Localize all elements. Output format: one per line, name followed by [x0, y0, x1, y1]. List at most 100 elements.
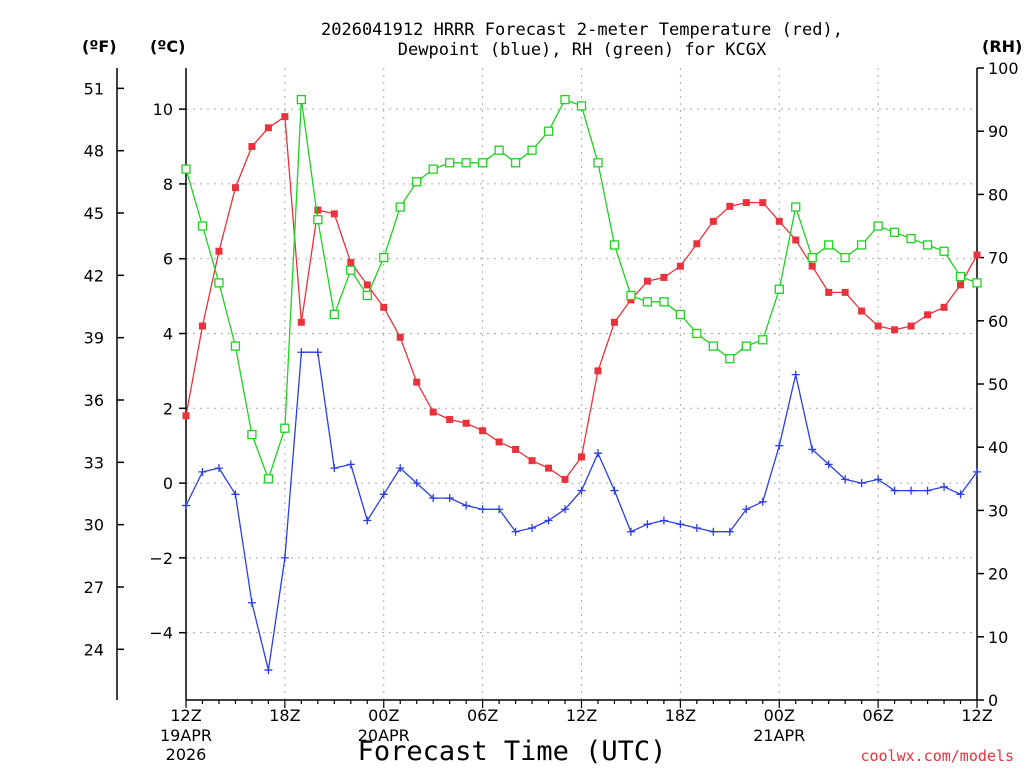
c-tick-label--2: −2 [149, 549, 173, 568]
dewpoint-point-4 [247, 598, 256, 607]
temperature-point-13 [396, 333, 404, 341]
temperature-point-45 [924, 311, 932, 319]
temperature-point-33 [726, 202, 734, 210]
dewpoint-point-29 [659, 516, 668, 525]
temperature-point-4 [248, 143, 256, 151]
relative-humidity-point-4 [247, 429, 257, 440]
temperature-point-42 [874, 322, 882, 330]
relative-humidity-point-33 [725, 354, 735, 364]
dewpoint-point-8 [313, 348, 322, 357]
temperature-point-20 [512, 445, 520, 453]
temperature-point-8 [314, 206, 322, 214]
f-tick-label-48: 48 [84, 142, 104, 161]
x-tick-sublabel-0: 19APR [160, 726, 212, 745]
dewpoint-point-25 [593, 449, 602, 458]
relative-humidity-point-35 [758, 335, 768, 345]
temperature-point-32 [709, 217, 717, 225]
temperature-point-14 [413, 378, 421, 386]
dewpoint-point-14 [412, 479, 421, 488]
relative-humidity-point-28 [642, 297, 653, 307]
relative-humidity-point-45 [922, 240, 933, 250]
relative-humidity-point-22 [543, 126, 554, 136]
temperature-point-36 [775, 217, 783, 225]
dewpoint-point-27 [626, 527, 635, 536]
temperature-point-48 [973, 251, 981, 259]
relative-humidity-point-9 [329, 309, 339, 320]
dewpoint-point-48 [973, 467, 981, 476]
rh-tick-label-40: 40 [988, 438, 1008, 457]
dewpoint-point-1 [198, 467, 207, 476]
relative-humidity-point-47 [955, 271, 966, 282]
temperature-point-26 [610, 318, 618, 326]
temperature-point-29 [660, 273, 668, 281]
temperature-point-25 [594, 367, 602, 375]
dewpoint-series [182, 348, 981, 675]
c-tick-label-2: 2 [163, 399, 173, 418]
dewpoint-point-42 [874, 475, 883, 484]
f-tick-label-45: 45 [84, 204, 104, 223]
c-tick-label-6: 6 [163, 250, 173, 269]
credit-label: coolwx.com/models [860, 747, 1014, 765]
relative-humidity-point-1 [197, 221, 208, 231]
temperature-point-44 [907, 322, 915, 330]
dewpoint-point-7 [297, 348, 306, 357]
rh-tick-label-60: 60 [988, 312, 1008, 331]
rh-axis: 0 10 20 30 40 50 60 70 80 90 100 [977, 59, 1019, 710]
temperature-point-12 [380, 303, 388, 311]
x-tick-label-36: 00Z [764, 706, 795, 725]
temperature-point-43 [891, 326, 899, 334]
rh-unit-label: (RH) [982, 37, 1022, 56]
dewpoint-point-17 [462, 501, 471, 510]
relative-humidity-point-14 [412, 177, 422, 187]
dewpoint-point-9 [330, 464, 339, 473]
chart-title-line-2: Dewpoint (blue), RH (green) for KCGX [398, 40, 767, 60]
relative-humidity-point-37 [791, 202, 801, 212]
f-tick-label-39: 39 [84, 329, 104, 348]
temperature-point-24 [578, 453, 585, 461]
dewpoint-point-39 [824, 460, 833, 469]
x-tick-label-12: 00Z [368, 706, 399, 725]
relative-humidity-point-8 [313, 215, 323, 225]
temperature-point-1 [198, 322, 206, 330]
c-tick-label-0: 0 [163, 474, 173, 493]
temperature-point-5 [264, 124, 272, 132]
rh-tick-label-90: 90 [988, 122, 1008, 141]
temperature-point-7 [297, 318, 305, 326]
relative-humidity-point-43 [889, 227, 900, 237]
x-tick-label-0: 12Z [170, 706, 201, 725]
relative-humidity-line [185, 98, 978, 481]
relative-humidity-point-38 [807, 252, 817, 263]
f-tick-label-36: 36 [84, 391, 104, 410]
dewpoint-point-37 [791, 370, 800, 379]
dewpoint-point-28 [643, 520, 652, 529]
dewpoint-point-20 [511, 527, 520, 536]
dewpoint-point-41 [857, 479, 866, 488]
relative-humidity-point-31 [692, 328, 702, 339]
dewpoint-point-12 [379, 490, 388, 499]
dewpoint-point-23 [561, 505, 570, 514]
dewpoint-point-19 [495, 505, 504, 514]
relative-humidity-point-7 [296, 94, 307, 105]
x-tick-sublabel-12: 20APR [358, 726, 410, 745]
f-tick-label-51: 51 [84, 79, 104, 98]
temperature-point-10 [347, 258, 355, 266]
f-tick-label-42: 42 [84, 266, 104, 285]
relative-humidity-series [181, 94, 982, 484]
rh-tick-label-80: 80 [988, 185, 1008, 204]
relative-humidity-point-18 [477, 158, 488, 168]
relative-humidity-point-10 [346, 265, 356, 275]
relative-humidity-point-34 [741, 341, 751, 351]
relative-humidity-point-42 [873, 221, 883, 231]
temperature-point-46 [940, 303, 948, 311]
temperature-point-16 [446, 416, 454, 424]
relative-humidity-point-11 [362, 290, 372, 301]
dewpoint-point-11 [363, 516, 372, 525]
relative-humidity-point-30 [675, 309, 686, 320]
x-tick-label-42: 06Z [862, 706, 893, 725]
dewpoint-point-45 [923, 486, 932, 495]
temperature-point-34 [742, 199, 750, 207]
dewpoint-point-31 [692, 523, 701, 532]
dewpoint-point-35 [758, 497, 767, 506]
relative-humidity-point-36 [774, 284, 784, 294]
relative-humidity-point-3 [230, 341, 241, 351]
